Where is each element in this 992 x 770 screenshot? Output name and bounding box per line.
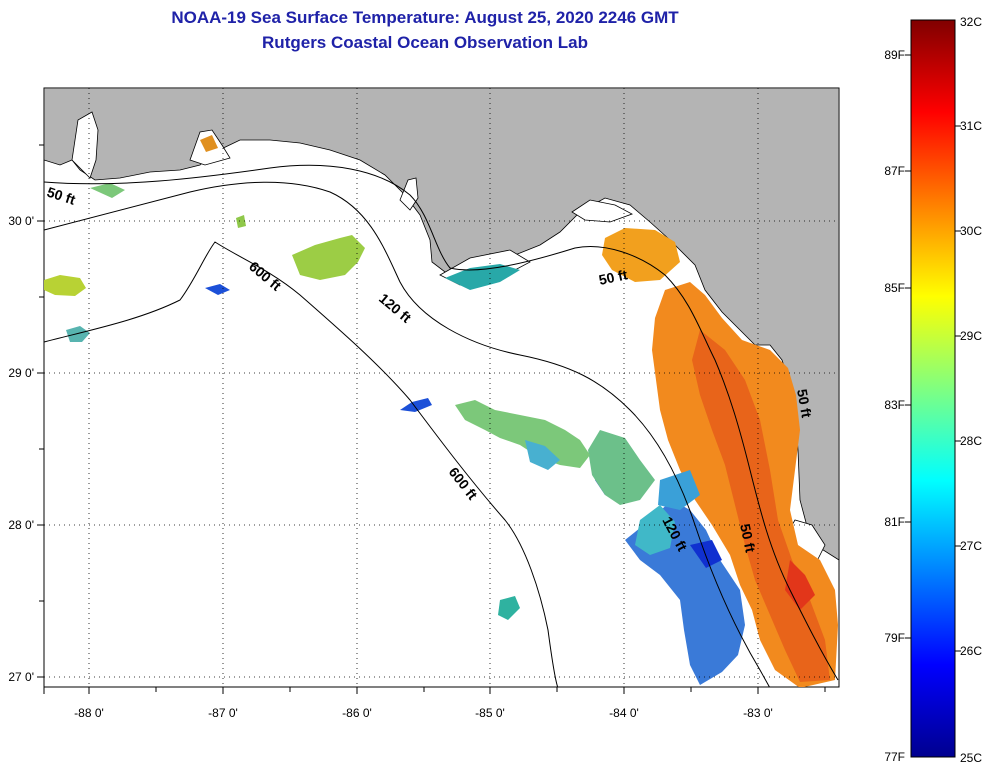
colorbar-f-label: 89F [884,48,905,62]
colorbar-c-label: 29C [960,329,982,343]
contour-label: 50 ft [597,266,629,288]
colorbar-c-label: 26C [960,644,982,658]
lon-label: -84 0' [609,706,639,720]
colorbar-f-label: 85F [884,281,905,295]
colorbar-f-label: 83F [884,398,905,412]
lat-label: 27 0' [8,670,34,684]
colorbar-c-label: 31C [960,119,982,133]
lon-label: -83 0' [743,706,773,720]
colorbar-f-label: 77F [884,750,905,764]
lon-label: -88 0' [74,706,104,720]
lon-label: -86 0' [342,706,372,720]
lon-label: -87 0' [208,706,238,720]
colorbar-c-label: 32C [960,15,982,29]
lon-label: -85 0' [475,706,505,720]
lat-label: 29 0' [8,366,34,380]
colorbar-f-label: 87F [884,164,905,178]
colorbar-c-label: 25C [960,751,982,765]
colorbar-c-label: 28C [960,434,982,448]
colorbar [910,19,956,758]
contour-label: 50 ft [737,522,759,554]
mobile-bay [71,111,99,179]
map-title: NOAA-19 Sea Surface Temperature: August … [171,8,679,27]
apalachee-bay [571,199,633,223]
colorbar-f-label: 81F [884,515,905,529]
lat-label: 30 0' [8,214,34,228]
colorbar-f-label: 79F [884,631,905,645]
sst-field [44,135,838,687]
map-subtitle: Rutgers Coastal Ocean Observation Lab [262,33,588,52]
colorbar-c-label: 27C [960,539,982,553]
lat-label: 28 0' [8,518,34,532]
contour-600ft [44,241,559,687]
colorbar-c-label: 30C [960,224,982,238]
contour-label: 50 ft [794,388,815,419]
frame-ticks [37,144,826,694]
contour-50ft [44,164,839,681]
colorbar-ticks [905,54,961,652]
